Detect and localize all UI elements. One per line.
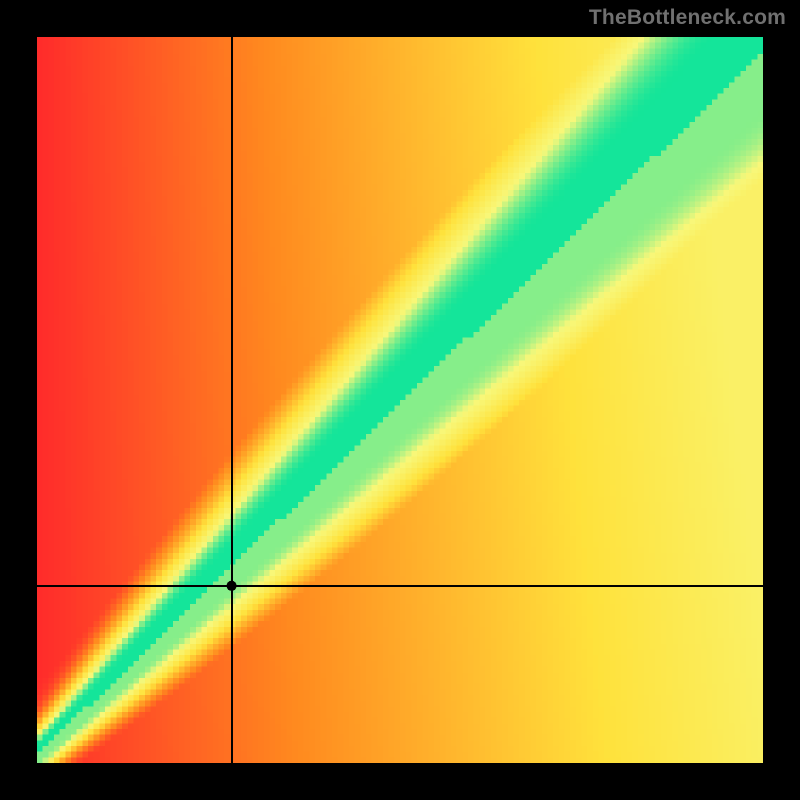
crosshair-vertical [231,37,233,763]
crosshair-horizontal [37,585,763,587]
heatmap-plot [37,37,763,763]
figure-root: TheBottleneck.com [0,0,800,800]
heatmap-canvas [37,37,763,763]
attribution-label: TheBottleneck.com [589,6,786,30]
